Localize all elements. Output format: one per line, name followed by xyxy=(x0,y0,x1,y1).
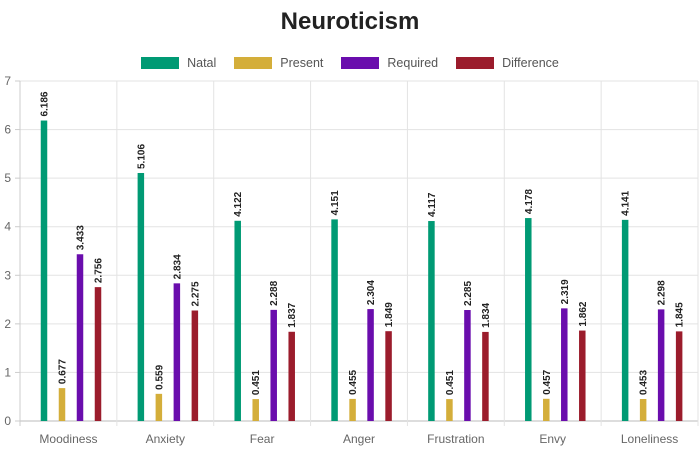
data-label: 0.453 xyxy=(639,370,650,395)
bar-present xyxy=(349,398,356,421)
chart-title: Neuroticism xyxy=(280,8,420,35)
data-label: 4.117 xyxy=(427,192,438,217)
data-label: 4.151 xyxy=(330,190,341,215)
bar-present xyxy=(252,399,259,421)
data-label: 2.756 xyxy=(94,258,105,283)
data-label: 0.677 xyxy=(58,359,69,384)
y-tick-label: 2 xyxy=(4,317,11,331)
data-label: 2.298 xyxy=(657,280,668,305)
data-label: 2.275 xyxy=(190,281,201,306)
bar-natal xyxy=(331,219,338,421)
data-label: 2.319 xyxy=(560,279,571,304)
bar-difference xyxy=(385,331,392,421)
legend-label: Present xyxy=(280,56,324,70)
x-category-label: Envy xyxy=(539,432,566,446)
bar-required xyxy=(173,283,181,421)
bar-present xyxy=(446,399,453,421)
bar-natal xyxy=(428,221,435,421)
x-category-label: Moodiness xyxy=(39,432,97,446)
data-label: 4.141 xyxy=(621,190,632,215)
bar-difference xyxy=(579,330,586,421)
bar-present xyxy=(58,388,66,421)
data-label: 3.433 xyxy=(76,225,87,250)
bar-difference xyxy=(482,331,489,421)
bar-required xyxy=(464,310,471,421)
bar-required xyxy=(367,309,374,421)
legend-item-present[interactable]: Present xyxy=(234,56,323,70)
bar-natal xyxy=(621,219,629,421)
y-tick-label: 5 xyxy=(4,171,11,185)
data-label: 4.178 xyxy=(524,189,535,214)
bar-natal xyxy=(525,218,532,421)
legend-swatch xyxy=(456,57,495,69)
legend-label: Required xyxy=(387,56,439,70)
chart-legend: Natal Present Required Difference xyxy=(0,56,700,70)
legend-label: Difference xyxy=(502,56,559,70)
bar-required xyxy=(270,309,277,421)
y-tick-label: 3 xyxy=(4,268,11,282)
data-label: 0.451 xyxy=(445,370,456,395)
x-category-label: Fear xyxy=(250,432,275,446)
data-label: 1.837 xyxy=(287,302,298,327)
x-category-label: Anxiety xyxy=(146,432,185,446)
y-tick-label: 0 xyxy=(4,414,11,428)
legend-swatch xyxy=(141,57,180,69)
data-label: 2.288 xyxy=(269,280,280,305)
bar-required xyxy=(561,308,568,421)
data-label: 1.834 xyxy=(481,302,492,327)
bar-required xyxy=(657,309,665,421)
legend-label: Natal xyxy=(187,56,217,70)
bar-difference xyxy=(191,310,199,421)
bar-present xyxy=(155,393,163,421)
legend-item-required[interactable]: Required xyxy=(341,56,438,70)
bar-natal xyxy=(137,172,145,421)
bar-natal xyxy=(40,120,48,421)
bar-difference xyxy=(94,287,102,421)
data-label: 2.285 xyxy=(463,281,474,306)
legend-item-natal[interactable]: Natal xyxy=(141,56,216,70)
y-tick-label: 6 xyxy=(4,123,11,137)
data-label: 0.457 xyxy=(542,369,553,394)
bar-difference xyxy=(675,331,683,421)
data-label: 0.559 xyxy=(154,364,165,389)
bar-difference xyxy=(288,331,295,421)
bar-natal xyxy=(234,220,241,421)
x-category-label: Frustration xyxy=(427,432,484,446)
legend-swatch xyxy=(234,57,273,69)
data-label: 2.304 xyxy=(366,280,377,305)
data-label: 4.122 xyxy=(233,191,244,216)
x-category-label: Loneliness xyxy=(621,432,678,446)
y-tick-label: 4 xyxy=(4,220,11,234)
data-label: 1.862 xyxy=(578,301,589,326)
y-tick-label: 7 xyxy=(4,74,11,88)
data-label: 1.845 xyxy=(675,302,686,327)
data-label: 0.451 xyxy=(251,370,262,395)
data-label: 2.834 xyxy=(172,254,183,279)
x-category-label: Anger xyxy=(343,432,375,446)
data-label: 5.106 xyxy=(136,144,147,169)
bar-present xyxy=(639,398,647,421)
bar-present xyxy=(543,398,550,421)
legend-swatch xyxy=(341,57,380,69)
data-label: 6.186 xyxy=(40,91,51,116)
legend-item-difference[interactable]: Difference xyxy=(456,56,559,70)
y-tick-label: 1 xyxy=(4,365,11,379)
bar-required xyxy=(76,254,84,421)
data-label: 1.849 xyxy=(384,302,395,327)
data-label: 0.455 xyxy=(348,369,359,394)
